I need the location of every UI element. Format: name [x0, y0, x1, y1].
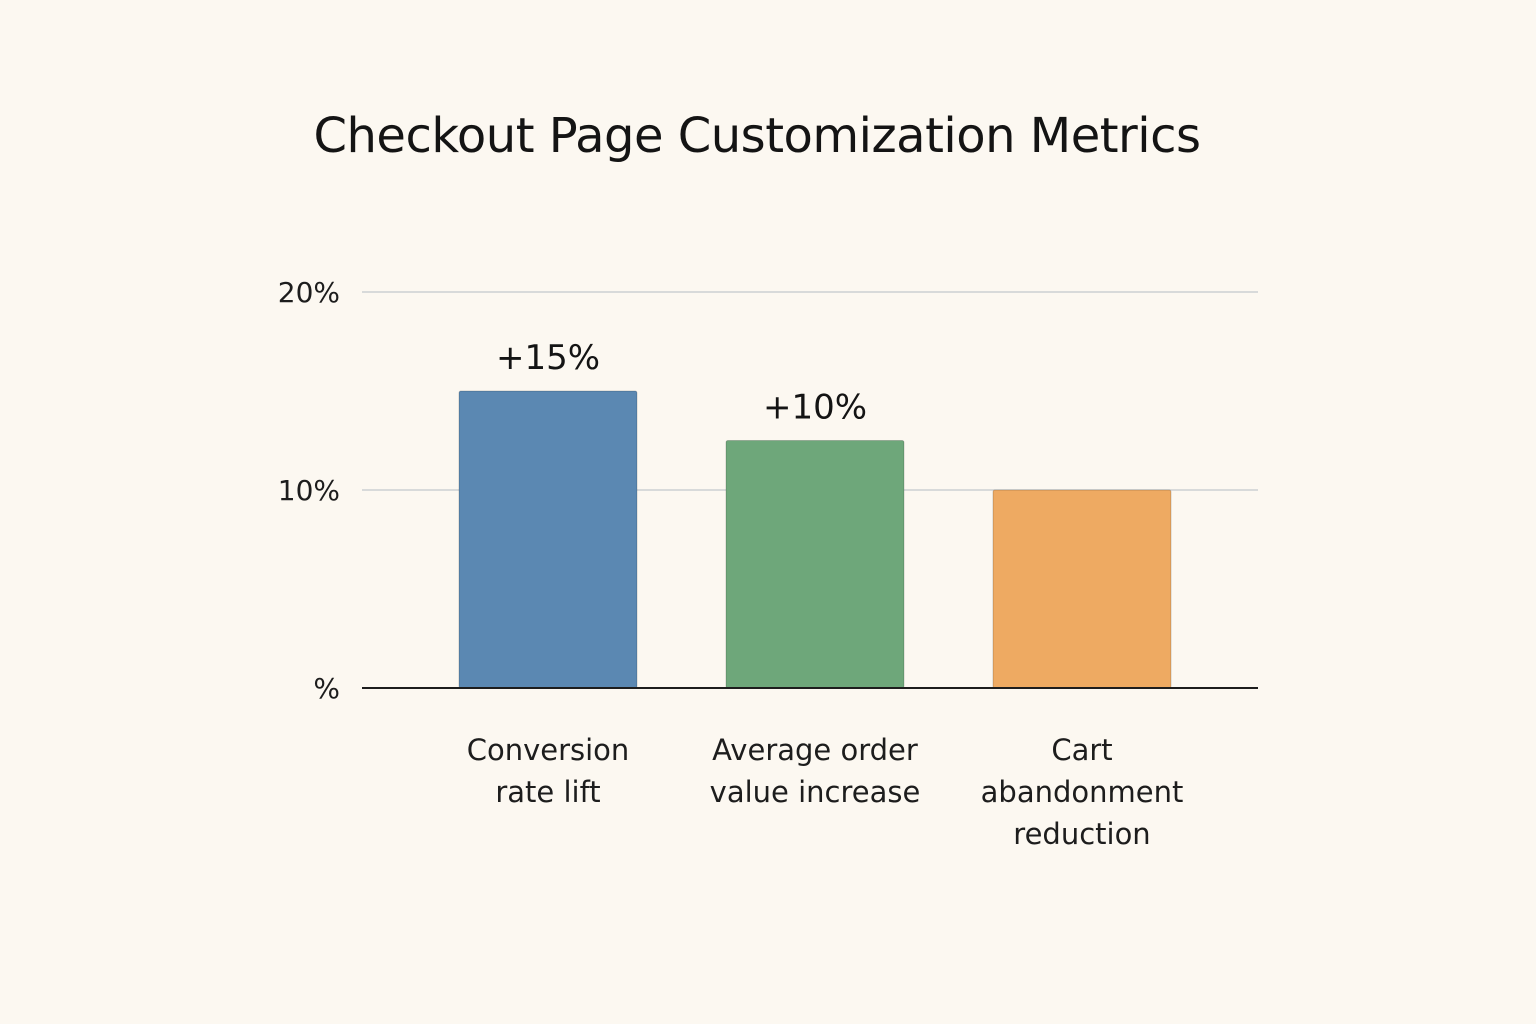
category-label: Average order [712, 733, 918, 767]
bar [725, 440, 905, 689]
y-tick-label: 10% [278, 474, 340, 507]
category-label: value increase [710, 775, 921, 809]
chart-title: Checkout Page Customization Metrics [313, 108, 1201, 164]
y-tick-label: % [313, 672, 340, 705]
category-label: reduction [1013, 817, 1150, 851]
y-axis-ticks: % 10% 20% [278, 276, 340, 705]
category-label: Cart [1051, 733, 1112, 767]
bar [458, 390, 638, 689]
data-labels: +15% +10% [496, 338, 867, 428]
bar [992, 489, 1172, 689]
category-labels: Conversion rate lift Average order value in… [467, 733, 1184, 851]
data-label: +15% [496, 338, 600, 378]
category-label: rate lift [495, 775, 600, 809]
data-label: +10% [763, 388, 867, 428]
y-tick-label: 20% [278, 276, 340, 309]
bars [458, 390, 1172, 689]
category-label: abandonment [981, 775, 1184, 809]
category-label: Conversion [467, 733, 630, 767]
